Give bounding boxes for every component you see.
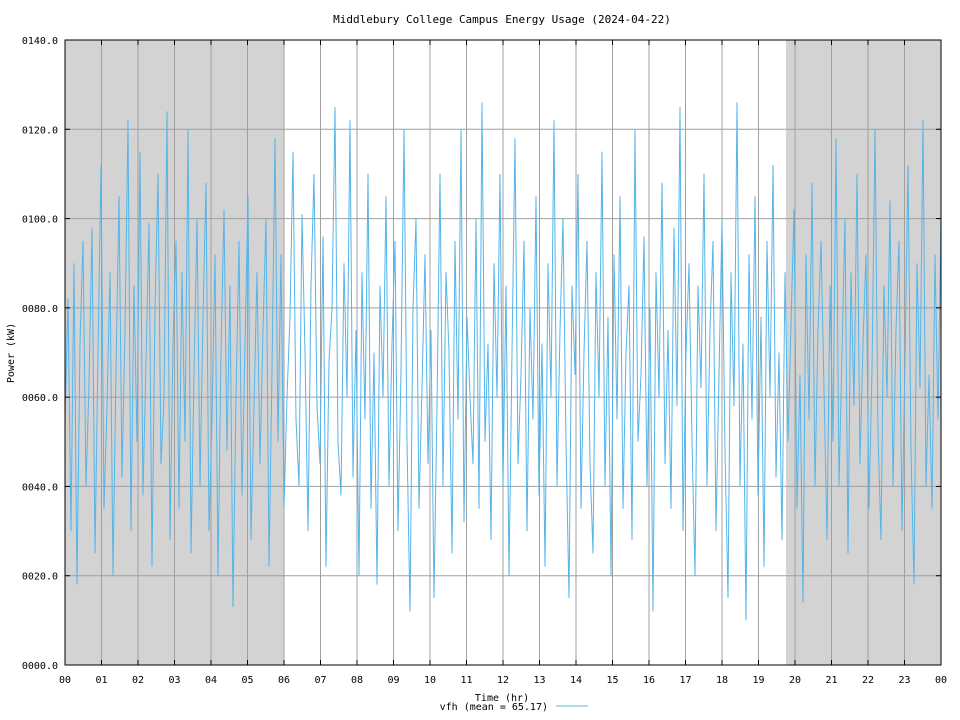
series-layer [64, 102, 942, 621]
shaded-range-1 [785, 40, 941, 665]
axis-ticks: 00 01 02 03 04 05 06 07 08 09 10 11 12 13 14 15 16 17 18 19… [22, 36, 947, 686]
x-tick-label: 11 [460, 675, 472, 686]
x-tick-label: 03 [168, 675, 180, 686]
y-tick-label: 0020.0 [22, 572, 58, 583]
x-tick-label: 06 [278, 675, 290, 686]
x-tick-label: 01 [95, 675, 107, 686]
x-tick-label: 14 [570, 675, 582, 686]
x-tick-label: 04 [205, 675, 217, 686]
x-tick-label: 00 [59, 675, 71, 686]
y-tick-label: 0060.0 [22, 393, 58, 404]
x-tick-label: 00 [935, 675, 947, 686]
legend-label: vfh (mean = 65.17) [440, 702, 548, 713]
x-tick-label: 05 [241, 675, 253, 686]
x-tick-label: 23 [898, 675, 910, 686]
x-tick-label: 09 [387, 675, 399, 686]
x-tick-label: 19 [752, 675, 764, 686]
series-line-vfh [64, 102, 942, 621]
y-tick-label: 0080.0 [22, 304, 58, 315]
x-tick-label: 02 [132, 675, 144, 686]
y-axis-label: Power (kW) [6, 323, 17, 383]
legend: vfh (mean = 65.17) [440, 702, 588, 713]
x-tick-label: 18 [716, 675, 728, 686]
x-tick-label: 15 [606, 675, 618, 686]
x-tick-label: 08 [351, 675, 363, 686]
x-tick-label: 21 [825, 675, 837, 686]
x-tick-label: 22 [862, 675, 874, 686]
y-tick-label: 0000.0 [22, 661, 58, 672]
x-tick-label: 16 [643, 675, 655, 686]
y-tick-label: 0040.0 [22, 482, 58, 493]
y-tick-label: 0100.0 [22, 215, 58, 226]
x-tick-label: 17 [679, 675, 691, 686]
x-tick-label: 07 [314, 675, 326, 686]
y-tick-label: 0120.0 [22, 125, 58, 136]
x-tick-label: 12 [497, 675, 509, 686]
x-tick-label: 13 [533, 675, 545, 686]
x-tick-label: 20 [789, 675, 801, 686]
chart-title: Middlebury College Campus Energy Usage (… [333, 13, 671, 26]
y-tick-label: 0140.0 [22, 36, 58, 47]
x-tick-label: 10 [424, 675, 436, 686]
x-axis-label: Time (hr) [475, 693, 529, 704]
